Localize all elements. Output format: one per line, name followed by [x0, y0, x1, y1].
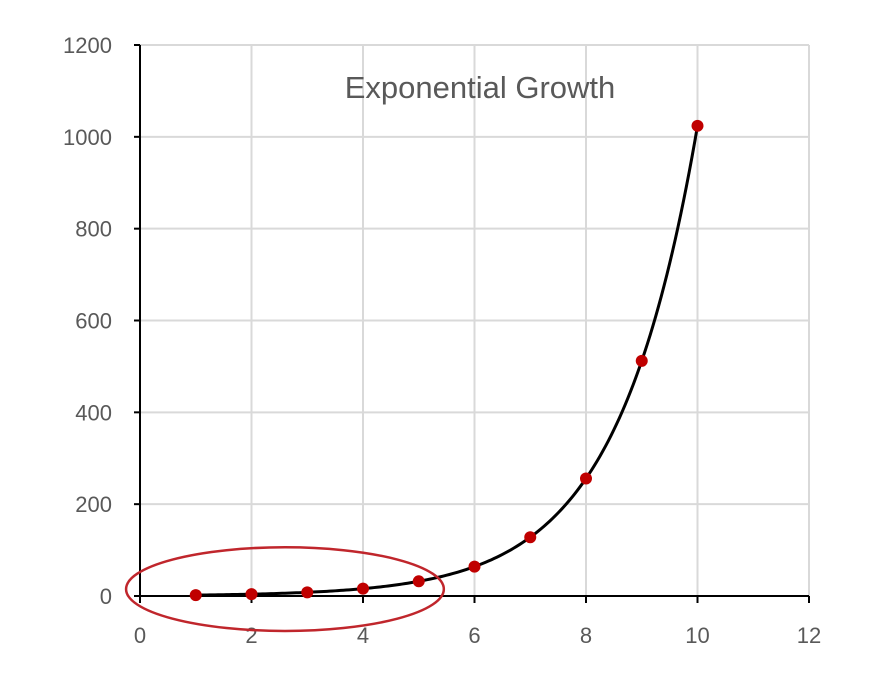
data-point — [357, 583, 369, 595]
y-tick-label: 1200 — [63, 33, 112, 58]
data-points — [190, 120, 704, 601]
x-tick-label: 8 — [580, 623, 592, 648]
x-tick-label: 12 — [797, 623, 821, 648]
axes — [134, 45, 809, 603]
data-point — [301, 586, 313, 598]
data-point — [469, 561, 481, 573]
y-tick-label: 800 — [75, 217, 112, 242]
trendline — [196, 126, 698, 595]
data-point — [692, 120, 704, 132]
data-point — [524, 531, 536, 543]
tick-labels: 020040060080010001200024681012 — [63, 33, 821, 648]
y-tick-label: 600 — [75, 309, 112, 334]
data-point — [580, 472, 592, 484]
x-tick-label: 2 — [245, 623, 257, 648]
x-tick-label: 6 — [468, 623, 480, 648]
gridlines — [140, 45, 809, 596]
chart-title: Exponential Growth — [345, 70, 616, 105]
highlight-ellipse — [126, 547, 444, 631]
data-point — [246, 588, 258, 600]
y-tick-label: 400 — [75, 400, 112, 425]
y-tick-label: 0 — [100, 584, 112, 609]
x-tick-label: 10 — [685, 623, 709, 648]
x-tick-label: 0 — [134, 623, 146, 648]
y-tick-label: 1000 — [63, 125, 112, 150]
data-point — [190, 589, 202, 601]
data-point — [413, 575, 425, 587]
y-tick-label: 200 — [75, 492, 112, 517]
data-point — [636, 355, 648, 367]
